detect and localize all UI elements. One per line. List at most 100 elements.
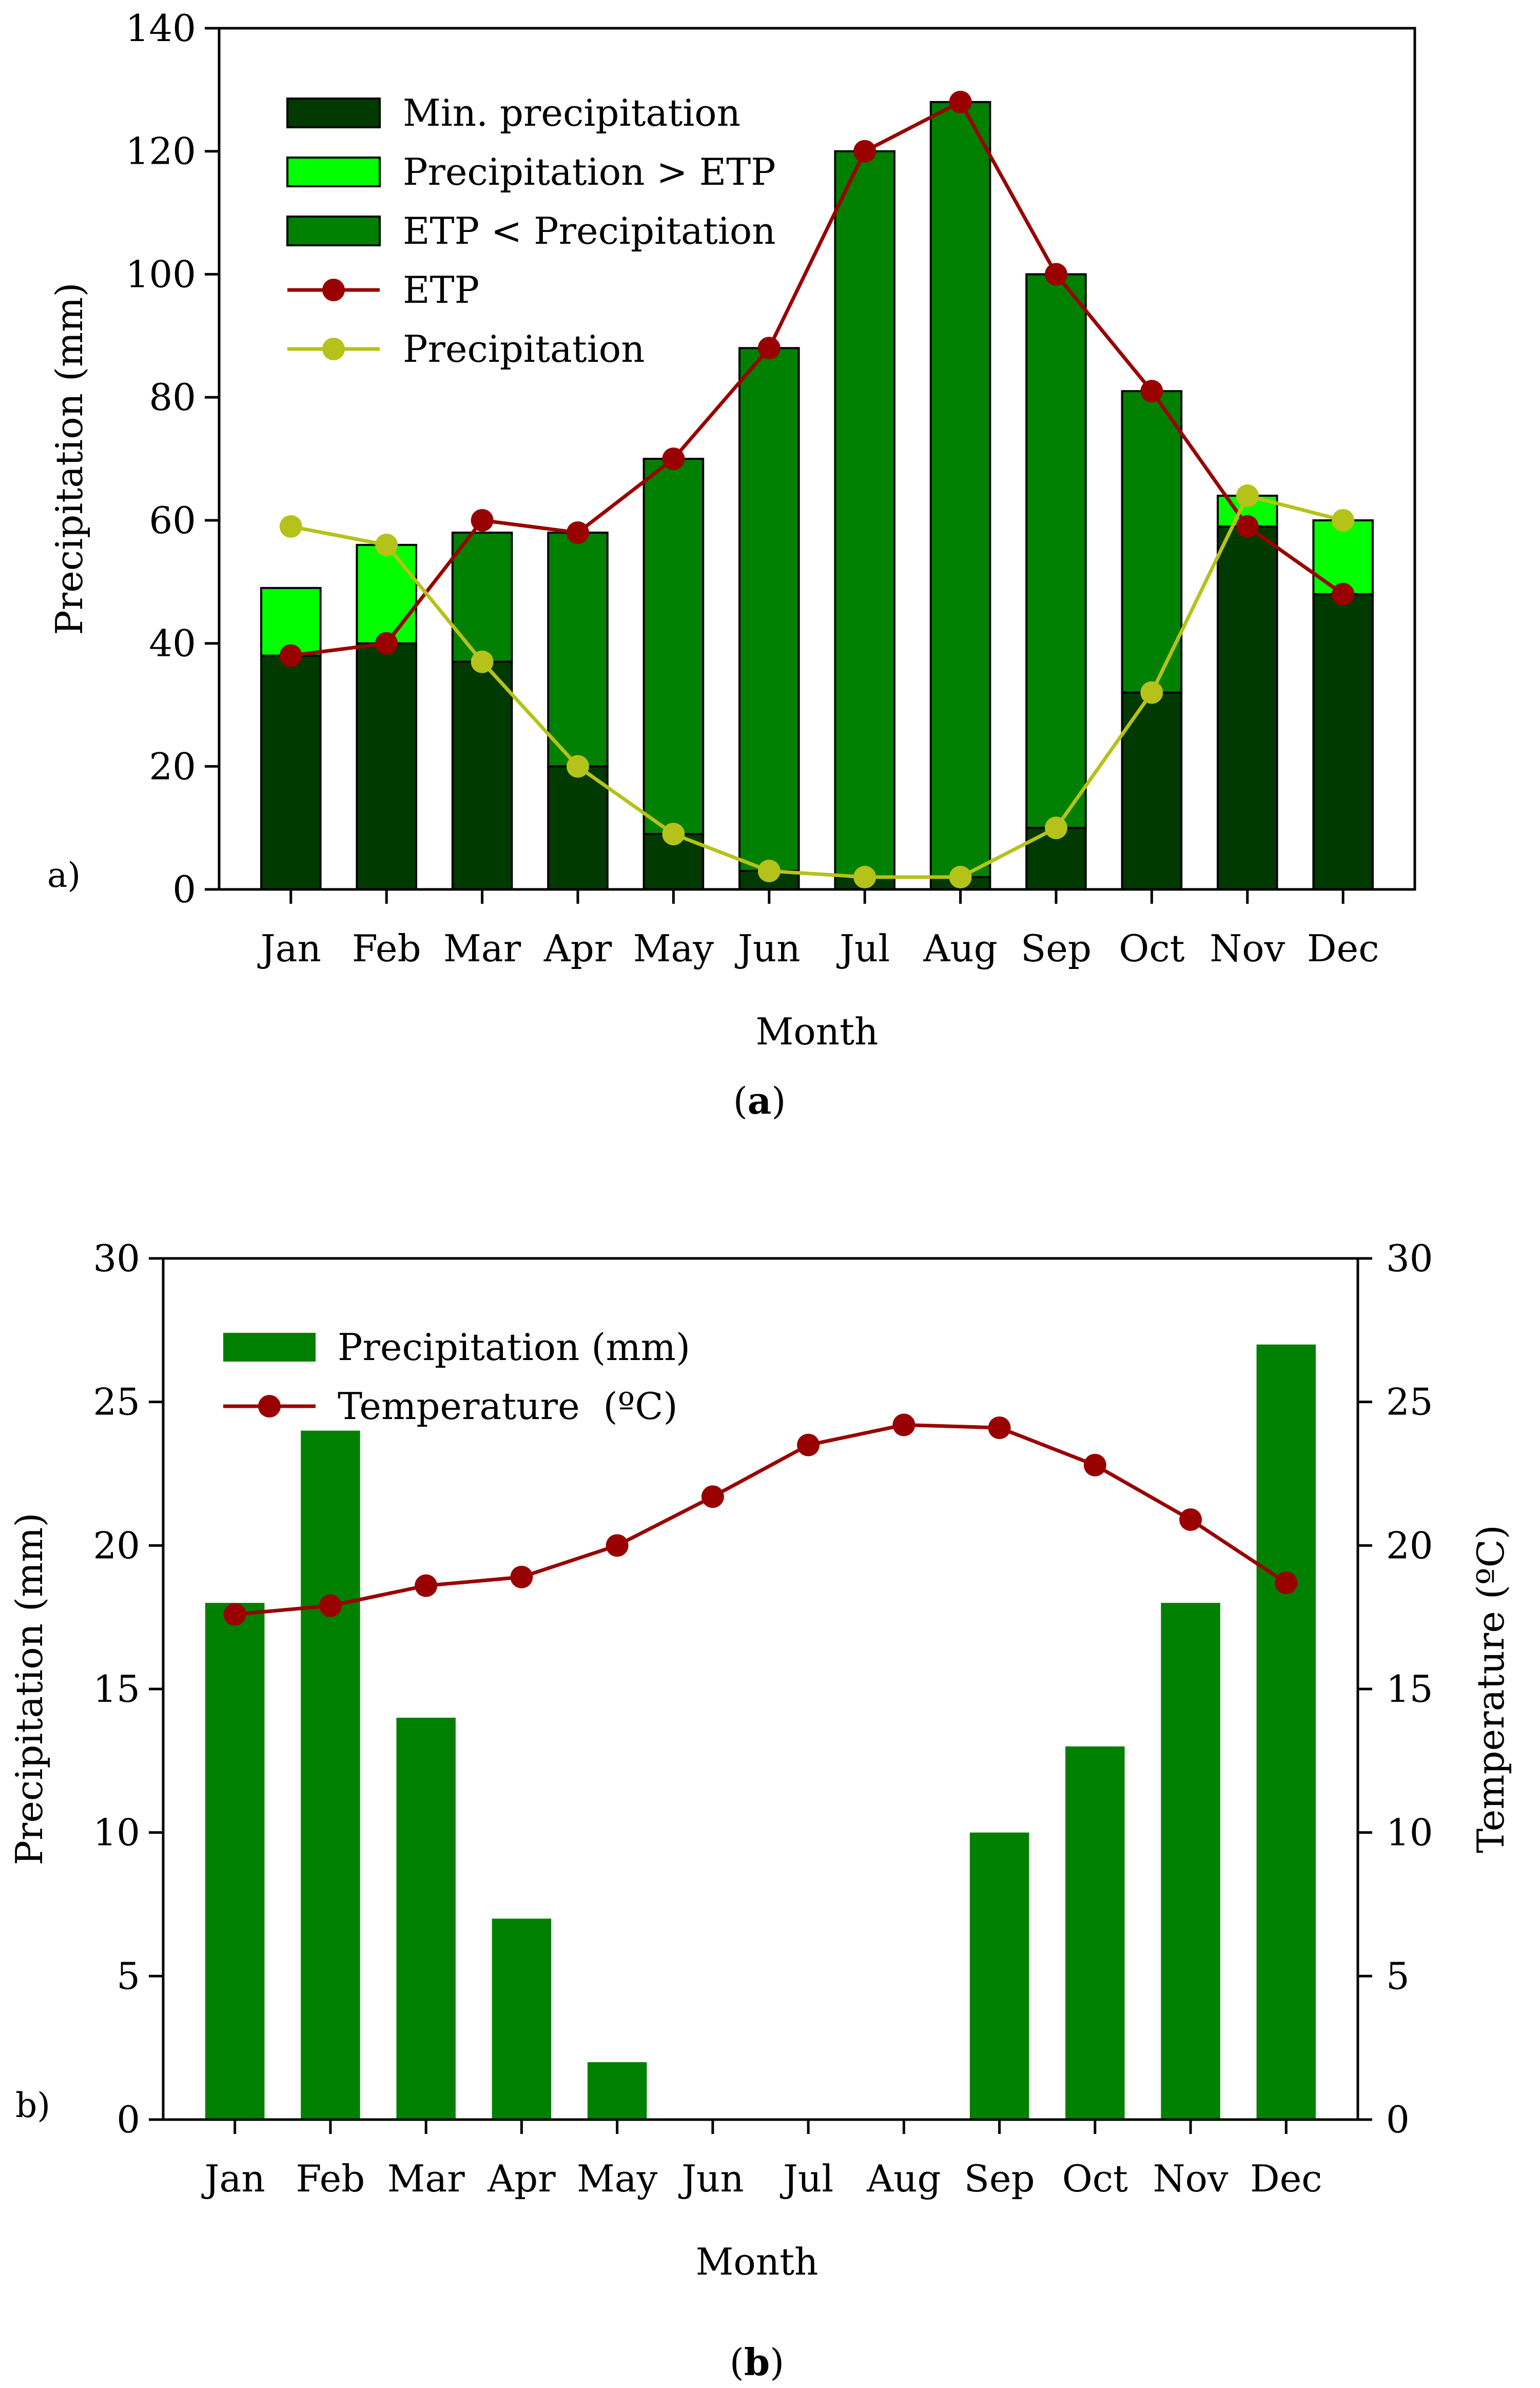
panel-a-bar-feb-series-1: [356, 543, 417, 645]
panel-a-bar-jun-series-2: [738, 347, 800, 872]
panel-b-point-temperature-aug: [892, 1413, 915, 1436]
panel-a-point-precipitation-sep: [1045, 817, 1067, 840]
panel-b-y-tick-label: 10: [93, 1811, 140, 1854]
panel-a-y-tick-label: 100: [126, 253, 196, 296]
panel-b-y2-axis-title: Temperature (ºC): [1469, 1525, 1512, 1853]
panel-a-x-tick-label: Dec: [1307, 927, 1379, 970]
panel-a-point-etp-oct: [1140, 380, 1163, 403]
panel-b-chart: 0 5 10 15 20 25 30 0 5 10 15 20 25 30 Jan Feb Mar Apr Ma…: [8, 1237, 1512, 2384]
panel-a-point-etp-mar: [471, 509, 494, 532]
panel-a-y-tick-label: 80: [149, 376, 196, 419]
panel-b-y-tick-label: 30: [93, 1237, 140, 1280]
panel-a-y-tick-label: 120: [126, 130, 196, 173]
panel-b-y-tick-label: 20: [93, 1524, 140, 1567]
panel-b-y2-tick-label: 10: [1386, 1811, 1433, 1854]
panel-a-line-precipitation: [290, 493, 1344, 879]
panel-b-x-tick-label: Mar: [387, 2157, 465, 2200]
panel-b-x-tick-label: Sep: [964, 2157, 1035, 2200]
panel-b-bar-nov: [1161, 1603, 1220, 2120]
panel-b-x-tick-label: Oct: [1062, 2157, 1128, 2200]
panel-a-x-tick-label: Feb: [352, 927, 421, 970]
panel-a-x-tick-label: May: [633, 927, 714, 970]
panel-a-point-precipitation-nov: [1236, 484, 1259, 507]
panel-b-point-temperature-may: [606, 1534, 629, 1557]
panel-a-point-etp-jan: [279, 644, 302, 667]
panel-a-bar-nov-series-0: [1217, 525, 1278, 891]
panel-a-x-tick-label: Nov: [1210, 927, 1285, 970]
panel-a-bar-apr-series-2: [547, 531, 609, 768]
panel-b-point-temperature-apr: [510, 1565, 533, 1588]
panel-a-point-precipitation-apr: [567, 755, 589, 778]
panel-b-x-axis-title: Month: [696, 2240, 818, 2283]
panel-a-x-tick-label: Oct: [1119, 927, 1184, 970]
panel-a-legend-swatch-1: [286, 157, 381, 187]
panel-b-legend-label-precipitation: Precipitation (mm): [338, 1326, 690, 1369]
panel-b-point-temperature-feb: [319, 1594, 342, 1617]
panel-b-x-tick-label: May: [577, 2157, 658, 2200]
panel-b-bar-jan: [205, 1603, 265, 2120]
panel-a-y-tick-label: 140: [126, 7, 196, 50]
panel-b-point-temperature-dec: [1275, 1571, 1298, 1595]
panel-a-bar-aug-series-2: [929, 101, 991, 879]
panel-b-legend-swatch-precipitation: [223, 1333, 316, 1362]
panel-a-legend-label-1: Precipitation > ETP: [403, 150, 776, 193]
panel-a-bar-sep-series-2: [1025, 273, 1087, 829]
panel-b-y2-tick-label: 15: [1386, 1667, 1433, 1711]
panel-b-y-axis: 0 5 10 15 20 25 30: [93, 1237, 163, 2141]
panel-b-point-temperature-nov: [1179, 1508, 1202, 1531]
panel-a-legend-label-line-1: Precipitation: [403, 327, 645, 371]
panel-a-caption-letter: a: [748, 1079, 772, 1122]
panel-a-y-tick-label: 60: [149, 499, 196, 542]
panel-a-bars: [260, 101, 1374, 891]
panel-a-point-etp-dec: [1332, 583, 1355, 606]
panel-a-y-axis-title: Precipitation (mm): [48, 282, 91, 635]
panel-a-legend-marker-0: [322, 279, 345, 301]
panel-a-x-tick-label: Jan: [257, 927, 321, 970]
panel-a-point-etp-nov: [1236, 515, 1259, 538]
panel-b-caption: (b): [730, 2340, 785, 2384]
panel-a-point-precipitation-jun: [757, 860, 781, 883]
panel-a-caption-close: ): [771, 1079, 786, 1122]
panel-b-y2-tick-label: 20: [1386, 1524, 1433, 1567]
panel-b-caption-letter: b: [744, 2340, 770, 2384]
panel-b-legend-marker-temperature: [258, 1395, 281, 1418]
panel-a-bar-jan-series-0: [260, 654, 322, 890]
panel-a-x-tick-label: Jun: [734, 927, 801, 970]
panel-a-legend: Min. precipitation Precipitation > ETP ETP…: [286, 91, 776, 371]
panel-a-x-tick-label: Aug: [923, 927, 997, 970]
panel-b-bars: [205, 1344, 1316, 2120]
panel-a-point-etp-may: [662, 448, 685, 470]
panel-a-y-tick-label: 40: [149, 622, 196, 665]
panel-b-point-temperature-jun: [701, 1485, 724, 1508]
panel-a-bar-dec-series-0: [1312, 593, 1374, 890]
panel-b-x-tick-label: Feb: [296, 2157, 365, 2200]
panel-a-caption: (a): [733, 1079, 786, 1122]
panel-b-bar-dec: [1256, 1344, 1316, 2120]
panel-a-x-tick-label: Jul: [836, 927, 890, 970]
panel-b-caption-open: (: [730, 2341, 744, 2384]
panel-b-bar-oct: [1065, 1746, 1125, 2120]
panel-a-point-precipitation-oct: [1140, 681, 1163, 704]
panel-b-y-tick-label: 15: [93, 1667, 140, 1711]
panel-a-chart: 0 20 40 60 80 100 120 140 Jan Feb Mar Apr May Jun Jul…: [47, 7, 1416, 1122]
panel-a-point-precipitation-may: [662, 823, 685, 846]
panel-b-bar-sep: [969, 1832, 1029, 2120]
panel-b-y2-axis: 0 5 10 15 20 25 30: [1358, 1237, 1433, 2141]
panel-b-x-tick-label: Jun: [678, 2157, 744, 2200]
panel-b-y-axis-title: Precipitation (mm): [8, 1512, 51, 1865]
panel-a-point-precipitation-dec: [1332, 509, 1355, 532]
panel-a-point-etp-apr: [567, 521, 589, 544]
panel-b-bar-feb: [301, 1430, 360, 2120]
panel-b-point-temperature-jan: [223, 1603, 246, 1626]
panel-a-point-etp-jun: [757, 337, 781, 360]
panel-a-point-etp-sep: [1045, 263, 1067, 286]
panel-b-legend: Precipitation (mm) Temperature (ºC): [223, 1326, 690, 1428]
panel-a-bar-jul-series-2: [834, 150, 895, 879]
panel-a-legend-swatch-0: [286, 98, 381, 128]
panel-b-caption-close: ): [770, 2341, 784, 2384]
panel-b-x-axis: Jan Feb Mar Apr May Jun Jul Aug Sep Oct Nov Dec: [201, 2120, 1322, 2200]
panel-b-y2-tick-label: 25: [1386, 1381, 1433, 1424]
panel-a-point-precipitation-aug: [949, 866, 972, 889]
panel-a-line-etp: [290, 100, 1344, 658]
panel-b-y2-tick-label: 0: [1386, 2098, 1410, 2141]
